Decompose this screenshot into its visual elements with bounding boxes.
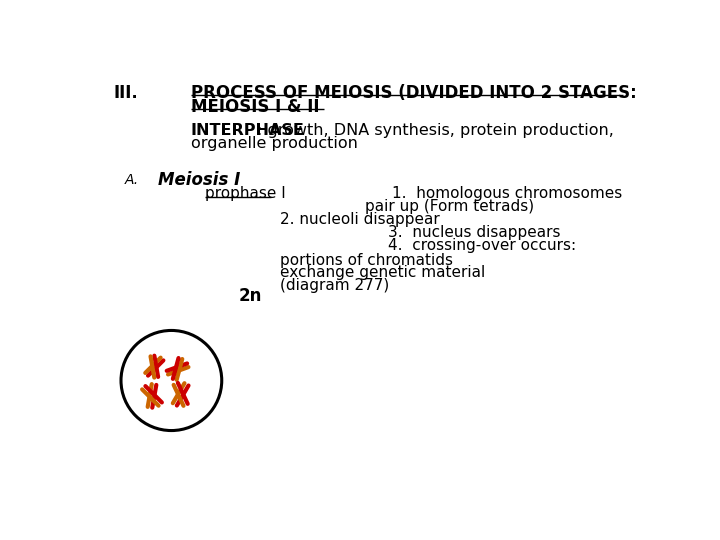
Text: organelle production: organelle production — [191, 137, 358, 151]
Text: 1.  homologous chromosomes: 1. homologous chromosomes — [392, 186, 623, 201]
Text: portions of chromatids: portions of chromatids — [280, 253, 453, 268]
Text: exchange genetic material: exchange genetic material — [280, 265, 485, 280]
Text: 3.  nucleus disappears: 3. nucleus disappears — [388, 225, 561, 240]
Text: INTERPHASE: INTERPHASE — [191, 123, 305, 138]
Text: (diagram 277): (diagram 277) — [280, 278, 389, 293]
Text: 2n: 2n — [239, 287, 262, 305]
Text: MEIOSIS I & II: MEIOSIS I & II — [191, 98, 319, 116]
Text: 4.  crossing-over occurs:: 4. crossing-over occurs: — [388, 238, 577, 253]
Text: 2. nucleoli disappear: 2. nucleoli disappear — [280, 212, 440, 227]
Text: Meiosis I: Meiosis I — [158, 171, 240, 189]
Text: PROCESS OF MEIOSIS (DIVIDED INTO 2 STAGES:: PROCESS OF MEIOSIS (DIVIDED INTO 2 STAGE… — [191, 84, 636, 102]
Text: : growth, DNA synthesis, protein production,: : growth, DNA synthesis, protein product… — [256, 123, 613, 138]
Text: A.: A. — [125, 173, 139, 187]
Text: pair up (Form tetrads): pair up (Form tetrads) — [365, 199, 534, 214]
Text: prophase I: prophase I — [204, 186, 285, 201]
Text: III.: III. — [113, 84, 138, 102]
